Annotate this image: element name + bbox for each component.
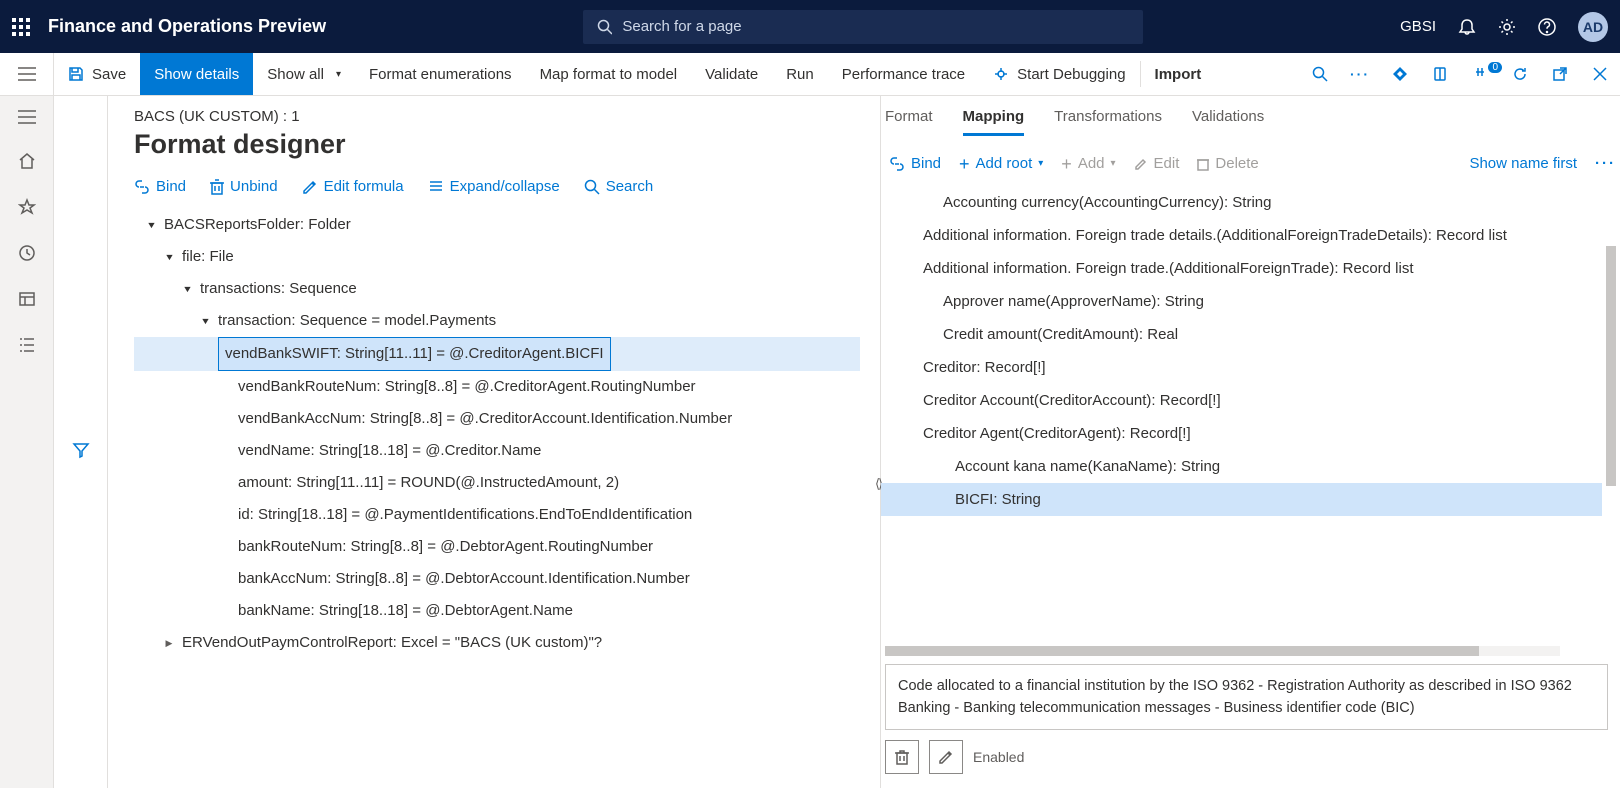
tree-node[interactable]: vendBankRouteNum: String[8..8] = @.Credi… bbox=[238, 371, 696, 403]
tree-node[interactable]: bankName: String[18..18] = @.DebtorAgent… bbox=[238, 595, 573, 627]
expand-toggle[interactable] bbox=[144, 209, 158, 241]
tab-format[interactable]: Format bbox=[885, 108, 933, 136]
show-name-first-button[interactable]: Show name first bbox=[1469, 155, 1577, 172]
tree-node[interactable]: Additional information. Foreign trade de… bbox=[923, 219, 1507, 252]
breadcrumb: BACS (UK CUSTOM) : 1 bbox=[134, 108, 860, 125]
expand-toggle[interactable] bbox=[198, 305, 212, 337]
description-box: Code allocated to a financial institutio… bbox=[885, 664, 1608, 730]
tab-validations[interactable]: Validations bbox=[1192, 108, 1264, 136]
expand-collapse-button[interactable]: Expand/collapse bbox=[428, 178, 560, 195]
bell-icon[interactable] bbox=[1458, 18, 1476, 36]
diamond-icon[interactable] bbox=[1380, 66, 1420, 82]
tree-node[interactable]: transaction: Sequence = model.Payments bbox=[218, 305, 496, 337]
edit-action[interactable] bbox=[929, 740, 963, 774]
global-search[interactable] bbox=[583, 10, 1143, 44]
map-format-button[interactable]: Map format to model bbox=[526, 53, 692, 95]
filter-icon[interactable] bbox=[72, 112, 90, 788]
show-all-button[interactable]: Show all▾ bbox=[253, 53, 355, 95]
run-button[interactable]: Run bbox=[772, 53, 828, 95]
refresh-icon[interactable] bbox=[1500, 66, 1540, 82]
format-enumerations-button[interactable]: Format enumerations bbox=[355, 53, 526, 95]
tree-node[interactable]: Credit amount(CreditAmount): Real bbox=[943, 318, 1178, 351]
company-label[interactable]: GBSI bbox=[1400, 18, 1436, 35]
save-button[interactable]: Save bbox=[54, 53, 140, 95]
workspace-icon[interactable] bbox=[18, 290, 36, 308]
tree-node-selected[interactable]: BICFI: String bbox=[955, 483, 1041, 516]
tree-node[interactable]: ERVendOutPaymControlReport: Excel = "BAC… bbox=[182, 627, 602, 659]
enabled-label: Enabled bbox=[973, 749, 1024, 765]
cmd-hamburger[interactable] bbox=[0, 53, 54, 96]
bind-button[interactable]: Bind bbox=[134, 178, 186, 195]
tree-node[interactable]: Account kana name(KanaName): String bbox=[955, 450, 1220, 483]
chevron-down-icon: ▾ bbox=[336, 69, 341, 80]
performance-trace-button[interactable]: Performance trace bbox=[828, 53, 979, 95]
tree-node[interactable]: Creditor Agent(CreditorAgent): Record[!] bbox=[923, 417, 1191, 450]
page-title: Format designer bbox=[134, 129, 860, 160]
app-launcher[interactable] bbox=[12, 18, 30, 36]
popout-icon[interactable] bbox=[1540, 66, 1580, 82]
tree-node[interactable]: id: String[18..18] = @.PaymentIdentifica… bbox=[238, 499, 692, 531]
tree-node[interactable]: bankAccNum: String[8..8] = @.DebtorAccou… bbox=[238, 563, 690, 595]
notification-badge[interactable]: 0 bbox=[1460, 66, 1500, 82]
star-icon[interactable] bbox=[18, 198, 36, 216]
nav-hamburger[interactable] bbox=[18, 110, 36, 124]
add-button: +Add▾ bbox=[1061, 155, 1115, 172]
tree-node[interactable]: Accounting currency(AccountingCurrency):… bbox=[943, 186, 1271, 219]
import-button[interactable]: Import bbox=[1141, 53, 1216, 95]
gear-icon[interactable] bbox=[1498, 18, 1516, 36]
recent-icon[interactable] bbox=[18, 244, 36, 262]
tree-node[interactable]: Additional information. Foreign trade.(A… bbox=[923, 252, 1414, 285]
tab-transformations[interactable]: Transformations bbox=[1054, 108, 1162, 136]
waffle-icon bbox=[12, 18, 30, 36]
home-icon[interactable] bbox=[18, 152, 36, 170]
attach-icon[interactable] bbox=[1420, 66, 1460, 82]
save-icon bbox=[68, 66, 84, 82]
close-icon[interactable] bbox=[1580, 67, 1620, 81]
tree-node[interactable]: transactions: Sequence bbox=[200, 273, 357, 305]
expand-toggle[interactable] bbox=[162, 241, 176, 273]
map-bind-button[interactable]: Bind bbox=[889, 155, 941, 172]
delete-action[interactable] bbox=[885, 740, 919, 774]
delete-button: Delete bbox=[1197, 155, 1258, 172]
edit-formula-button[interactable]: Edit formula bbox=[302, 178, 404, 195]
validate-button[interactable]: Validate bbox=[691, 53, 772, 95]
tree-node[interactable]: Approver name(ApproverName): String bbox=[943, 285, 1204, 318]
tab-mapping[interactable]: Mapping bbox=[963, 108, 1025, 136]
tree-node-selected[interactable]: vendBankSWIFT: String[11..11] = @.Credit… bbox=[218, 337, 611, 371]
format-tree[interactable]: BACSReportsFolder: Folder file: File tra… bbox=[134, 209, 860, 659]
app-title: Finance and Operations Preview bbox=[48, 16, 326, 37]
save-label: Save bbox=[92, 66, 126, 83]
search-icon bbox=[597, 19, 612, 35]
start-debugging-button[interactable]: Start Debugging bbox=[979, 53, 1139, 95]
modules-icon[interactable] bbox=[18, 336, 36, 354]
map-more-actions[interactable]: ··· bbox=[1595, 155, 1616, 172]
tree-search-button[interactable]: Search bbox=[584, 178, 654, 195]
tree-node[interactable]: file: File bbox=[182, 241, 234, 273]
help-icon[interactable] bbox=[1538, 18, 1556, 36]
show-details-button[interactable]: Show details bbox=[140, 53, 253, 95]
more-actions[interactable]: ··· bbox=[1340, 66, 1380, 82]
tree-node[interactable]: Creditor: Record[!] bbox=[923, 351, 1046, 384]
expand-toggle[interactable] bbox=[162, 627, 176, 659]
debug-icon bbox=[993, 66, 1009, 82]
mapping-tree[interactable]: Accounting currency(AccountingCurrency):… bbox=[881, 186, 1620, 516]
tree-node[interactable]: vendName: String[18..18] = @.Creditor.Na… bbox=[238, 435, 541, 467]
tree-node[interactable]: bankRouteNum: String[8..8] = @.DebtorAge… bbox=[238, 531, 653, 563]
tree-node[interactable]: Creditor Account(CreditorAccount): Recor… bbox=[923, 384, 1221, 417]
chevron-down-icon: ▾ bbox=[1038, 158, 1043, 169]
horizontal-scrollbar[interactable] bbox=[885, 646, 1560, 656]
add-root-button[interactable]: +Add root▾ bbox=[959, 155, 1043, 172]
edit-button: Edit bbox=[1134, 155, 1180, 172]
user-avatar[interactable]: AD bbox=[1578, 12, 1608, 42]
tree-node[interactable]: BACSReportsFolder: Folder bbox=[164, 209, 351, 241]
search-input[interactable] bbox=[622, 18, 1129, 35]
expand-toggle[interactable] bbox=[180, 273, 194, 305]
tree-node[interactable]: vendBankAccNum: String[8..8] = @.Credito… bbox=[238, 403, 732, 435]
tree-node[interactable]: amount: String[11..11] = ROUND(@.Instruc… bbox=[238, 467, 619, 499]
search-action[interactable] bbox=[1300, 66, 1340, 82]
unbind-button[interactable]: Unbind bbox=[210, 178, 278, 195]
vertical-scrollbar[interactable] bbox=[1606, 246, 1616, 486]
